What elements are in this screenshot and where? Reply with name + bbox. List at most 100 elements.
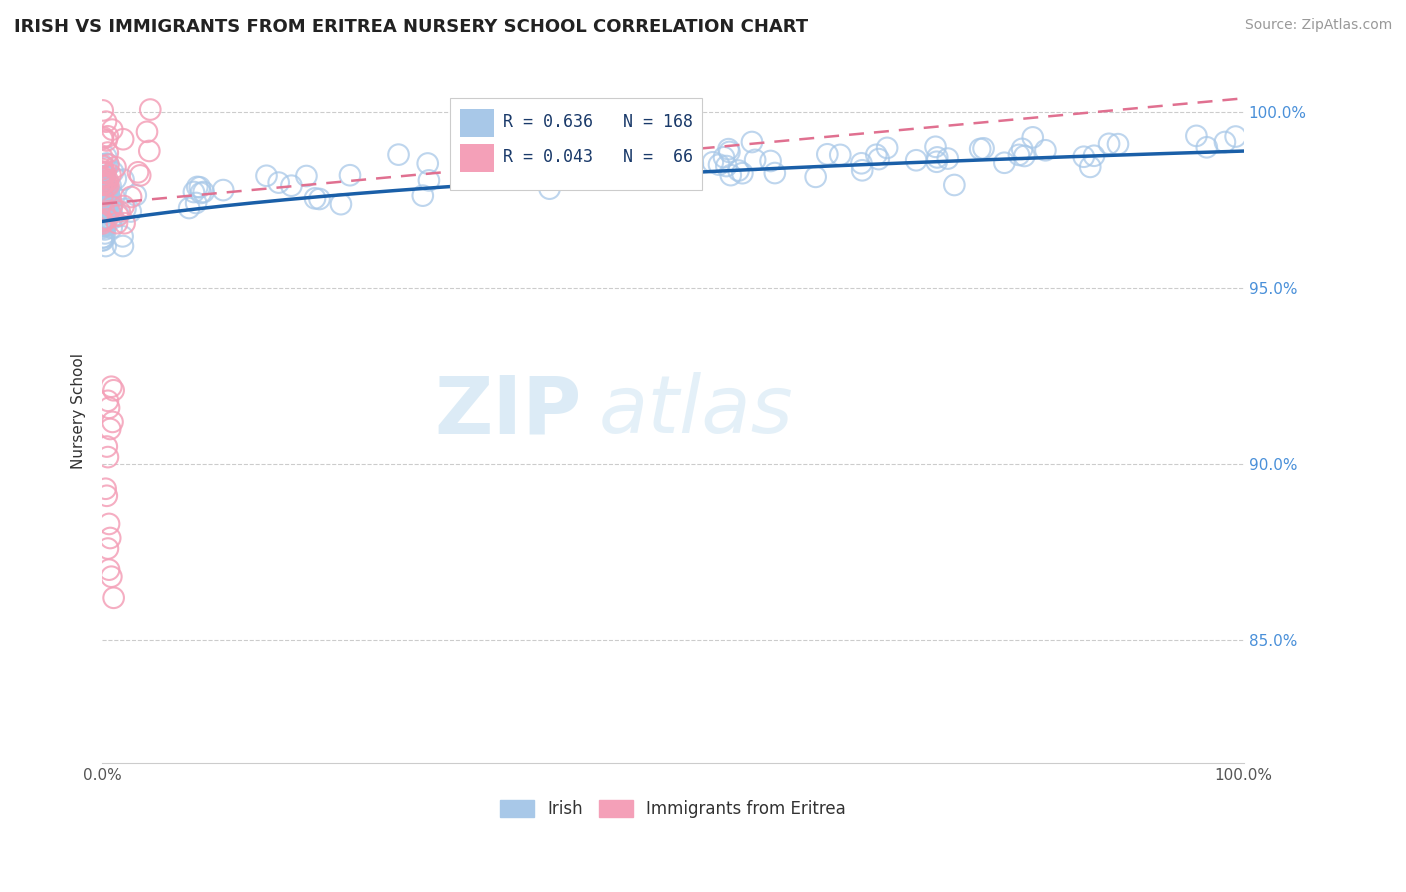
Point [179,201,201,215]
Text: atlas: atlas [599,372,793,450]
Point [96,212,118,227]
Point [295,169,318,183]
Point [93,177,115,191]
Point [1035,143,1057,157]
Point [763,166,786,180]
Point [91,162,114,177]
Point [103,189,125,203]
Point [91,213,114,227]
Point [184,196,207,211]
Point [727,163,749,178]
Point [100,380,122,394]
Point [107,209,129,223]
Point [94,114,117,128]
Point [96,178,118,193]
Point [91,208,114,222]
Point [91,171,114,186]
Point [97,183,120,197]
Point [498,171,520,186]
Point [91,164,114,178]
Point [93,230,115,244]
Point [96,195,118,210]
Point [815,147,838,161]
Point [91,217,114,231]
Point [94,169,117,183]
Point [256,169,278,183]
Point [91,103,114,118]
Point [138,144,160,158]
Point [212,183,235,197]
Point [93,203,115,218]
Point [91,189,114,203]
Point [1185,128,1208,143]
Point [94,185,117,199]
Point [94,166,117,180]
Point [97,178,120,193]
Point [1022,130,1045,145]
Point [94,201,117,215]
Point [93,213,115,227]
Point [412,188,434,202]
Point [100,201,122,215]
Point [94,176,117,190]
Point [1225,129,1247,144]
Point [280,178,302,193]
Point [1213,135,1236,149]
Point [136,125,159,139]
Point [927,150,949,164]
Point [97,194,120,208]
Point [973,141,995,155]
Point [114,202,136,216]
Legend: Irish, Immigrants from Eritrea: Irish, Immigrants from Eritrea [494,794,852,825]
Point [91,178,114,192]
Point [93,197,115,211]
Point [1195,140,1218,154]
Point [93,173,115,187]
Point [457,170,479,185]
Point [620,167,643,181]
Point [96,440,118,454]
Point [707,158,730,172]
Point [193,185,215,199]
Point [98,401,121,415]
Point [94,217,117,231]
Point [139,103,162,117]
Point [97,157,120,171]
Point [107,207,129,221]
Point [94,482,117,496]
Point [188,180,211,194]
Point [905,153,928,168]
Point [97,185,120,199]
Point [97,129,120,144]
Point [93,166,115,180]
Point [851,163,873,178]
Point [93,177,115,191]
Point [108,204,131,219]
Point [97,145,120,160]
Point [93,195,115,210]
Point [94,202,117,217]
Point [741,135,763,149]
Text: ZIP: ZIP [434,372,582,450]
Point [100,168,122,182]
Point [93,219,115,233]
Point [91,151,114,165]
Point [94,161,117,175]
Point [94,198,117,212]
Point [98,531,121,545]
Point [851,156,873,170]
Point [91,233,114,247]
Point [125,188,148,202]
Point [91,175,114,189]
Point [718,145,741,159]
Point [1008,148,1031,162]
Point [93,204,115,219]
Point [91,159,114,173]
Text: R = 0.636   N = 168: R = 0.636 N = 168 [503,113,693,131]
Point [94,194,117,208]
Point [717,142,740,156]
Point [91,198,114,212]
Point [339,168,361,182]
Point [112,132,135,146]
Point [94,178,117,192]
